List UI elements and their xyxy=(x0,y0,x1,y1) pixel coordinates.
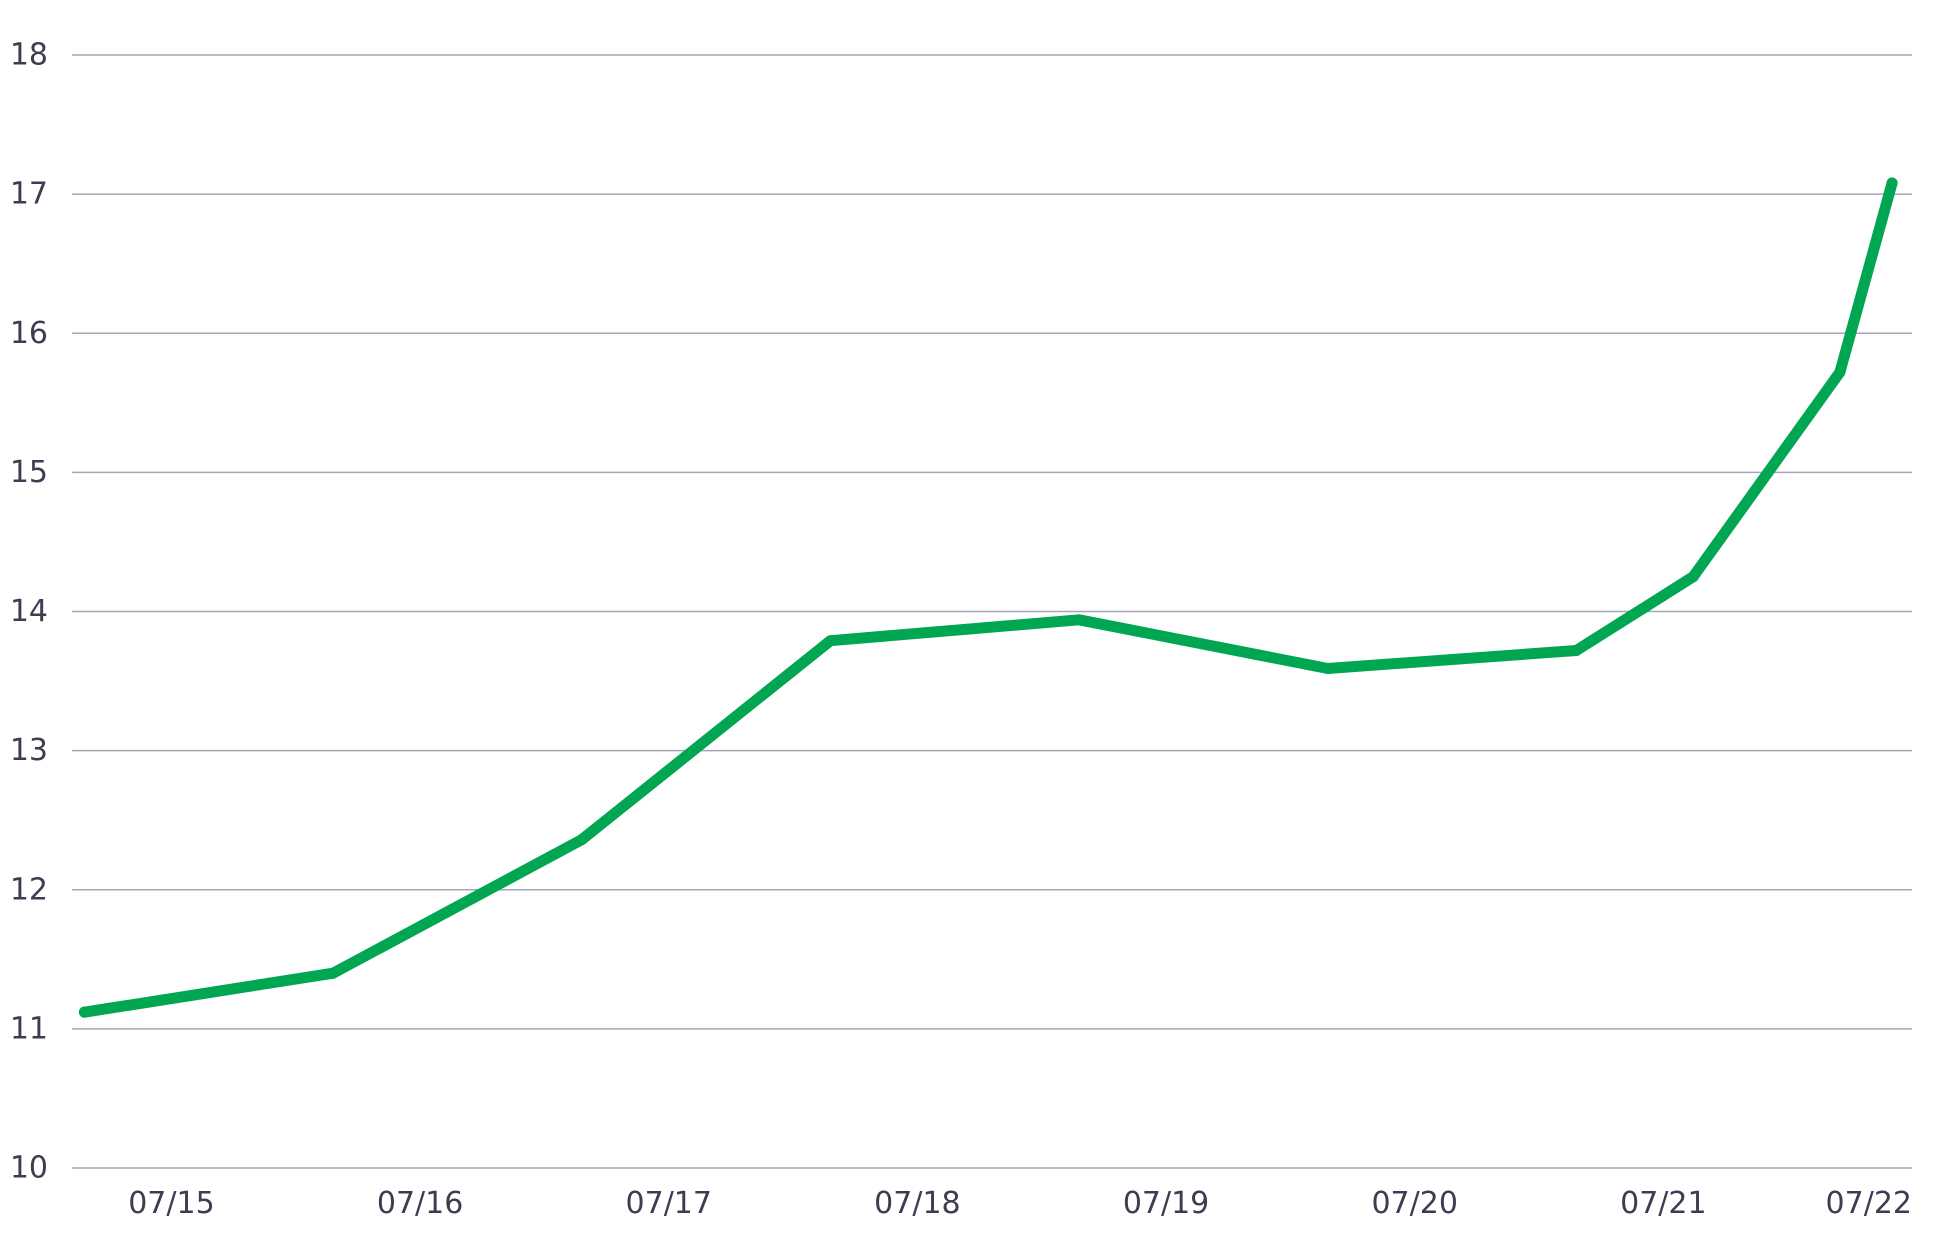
data-point xyxy=(1073,614,1085,626)
data-point xyxy=(327,967,339,979)
y-gridlines xyxy=(72,54,1912,1169)
y-tick-label: 12 xyxy=(10,872,48,907)
series-line-0 xyxy=(78,177,1898,1018)
data-point xyxy=(1322,663,1334,675)
x-tick-label: 07/19 xyxy=(1123,1186,1209,1221)
y-tick-label: 11 xyxy=(10,1011,48,1046)
x-tick-label: 07/17 xyxy=(626,1186,712,1221)
x-tick-label: 07/20 xyxy=(1371,1186,1457,1221)
x-tick-label: 07/21 xyxy=(1620,1186,1706,1221)
x-tick-label: 07/22 xyxy=(1826,1186,1912,1221)
data-point xyxy=(1886,177,1898,189)
x-tick-label: 07/18 xyxy=(874,1186,960,1221)
y-axis-tick-labels: 10 11 12 13 14 15 16 17 18 xyxy=(10,38,48,1186)
y-tick-label: 17 xyxy=(10,177,48,212)
y-tick-label: 16 xyxy=(10,316,48,351)
x-tick-label: 07/15 xyxy=(128,1186,214,1221)
data-point xyxy=(1687,571,1699,583)
x-tick-label: 07/16 xyxy=(377,1186,463,1221)
data-point xyxy=(78,1006,90,1018)
y-tick-label: 15 xyxy=(10,455,48,490)
y-tick-label: 18 xyxy=(10,38,48,73)
data-point xyxy=(1570,644,1582,656)
data-point xyxy=(1834,366,1846,378)
data-point xyxy=(576,834,588,846)
y-tick-label: 14 xyxy=(10,594,48,629)
series-lines xyxy=(78,177,1898,1018)
y-tick-label: 10 xyxy=(10,1151,48,1186)
x-axis-tick-labels: 07/15 07/16 07/17 07/18 07/19 07/20 07/21 07/22 xyxy=(128,1186,1912,1221)
y-tick-label: 13 xyxy=(10,733,48,768)
data-point xyxy=(824,635,836,647)
